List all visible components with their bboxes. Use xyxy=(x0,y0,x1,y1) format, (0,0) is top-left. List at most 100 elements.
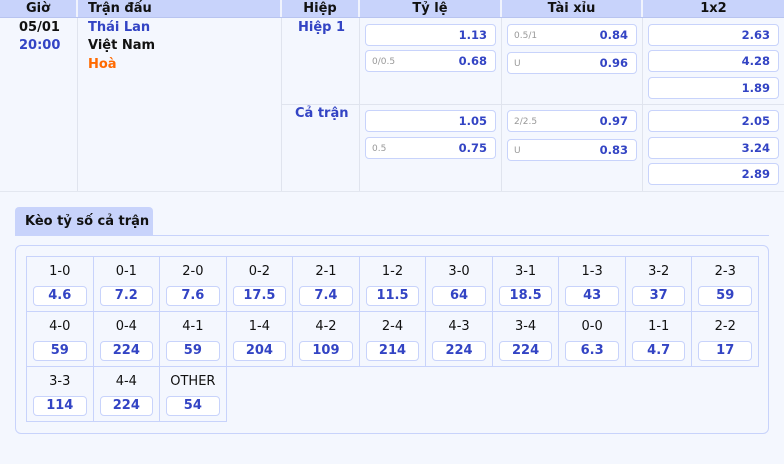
match-date: 05/01 xyxy=(19,20,60,35)
score-odds-button[interactable]: 37 xyxy=(631,286,686,306)
score-odds-button[interactable]: 54 xyxy=(166,396,220,416)
score-label: 0-4 xyxy=(115,319,137,334)
odds-line: 0.5/1 xyxy=(514,31,538,41)
score-cell: 4-1 59 xyxy=(159,311,227,367)
score-cell: 3-3 114 xyxy=(26,366,94,422)
score-odds-button[interactable]: 17 xyxy=(698,341,752,361)
score-odds-button[interactable]: 7.4 xyxy=(299,286,353,306)
odds-value: 1.13 xyxy=(458,28,487,42)
odds-value: 0.83 xyxy=(599,143,628,157)
score-odds-button[interactable]: 109 xyxy=(299,341,353,361)
handicap-odds-button[interactable]: 0/0.5 0.68 xyxy=(365,50,496,72)
odds-value: 0.75 xyxy=(458,141,487,155)
handicap-odds-button[interactable]: 0.5 0.75 xyxy=(365,137,496,159)
score-cell: 2-3 59 xyxy=(691,256,759,312)
overunder-odds-button[interactable]: 0.5/1 0.84 xyxy=(507,24,637,46)
score-cell: 4-3 224 xyxy=(425,311,493,367)
overunder-odds-button[interactable]: U 0.96 xyxy=(507,52,637,74)
col-time xyxy=(0,18,78,191)
away-team[interactable]: Việt Nam xyxy=(88,38,156,53)
odds-line: 0.5 xyxy=(372,144,387,154)
score-cell: 4-4 224 xyxy=(92,366,161,422)
score-odds-button[interactable]: 204 xyxy=(232,341,287,361)
overunder-odds-button[interactable]: U 0.83 xyxy=(507,139,637,161)
score-cell: 3-0 64 xyxy=(425,256,493,312)
score-odds-button[interactable]: 224 xyxy=(99,341,154,361)
score-odds-button[interactable]: 59 xyxy=(33,341,87,361)
score-cell: 2-0 7.6 xyxy=(159,256,227,312)
score-odds-button[interactable]: 59 xyxy=(166,341,220,361)
odds-value: 0.68 xyxy=(458,54,487,68)
overunder-odds-button[interactable]: 2/2.5 0.97 xyxy=(507,110,637,132)
1x2-odds-button[interactable]: 2.63 xyxy=(648,24,779,46)
tab-divider xyxy=(15,235,769,236)
handicap-odds-button[interactable]: 1.13 xyxy=(365,24,496,46)
header-handicap: Tỷ lệ xyxy=(360,0,502,17)
score-cell: 2-2 17 xyxy=(691,311,759,367)
score-cell: 1-1 4.7 xyxy=(624,311,693,367)
odds-line: 0/0.5 xyxy=(372,57,396,67)
score-odds-button[interactable]: 7.6 xyxy=(166,286,220,306)
score-label: 1-3 xyxy=(581,264,603,279)
score-label: 2-1 xyxy=(315,264,337,279)
header-1x2: 1x2 xyxy=(700,1,727,16)
1x2-odds-button[interactable]: 1.89 xyxy=(648,77,779,99)
score-label: 0-2 xyxy=(248,264,271,279)
score-label: 0-1 xyxy=(115,264,137,279)
score-odds-button[interactable]: 64 xyxy=(432,286,486,306)
score-cell: 4-2 109 xyxy=(292,311,360,367)
score-odds-button[interactable]: 114 xyxy=(33,396,87,416)
score-cell: 3-2 37 xyxy=(624,256,693,312)
score-cell: 1-4 204 xyxy=(225,311,294,367)
1x2-odds-button[interactable]: 3.24 xyxy=(648,137,779,159)
score-label: 4-0 xyxy=(49,319,71,334)
score-label: 1-0 xyxy=(49,264,71,279)
score-odds-button[interactable]: 43 xyxy=(565,286,619,306)
score-odds-button[interactable]: 224 xyxy=(432,341,486,361)
score-cell: 1-3 43 xyxy=(558,256,626,312)
odds-value: 0.97 xyxy=(599,114,628,128)
header-match: Trận đấu xyxy=(78,0,282,17)
1x2-odds-button[interactable]: 2.89 xyxy=(648,163,779,185)
score-odds-button[interactable]: 224 xyxy=(498,341,553,361)
score-label: 1-1 xyxy=(648,319,670,334)
score-odds-button[interactable]: 17.5 xyxy=(232,286,287,306)
odds-line: U xyxy=(514,146,521,156)
score-odds-button[interactable]: 7.2 xyxy=(99,286,154,306)
score-cell: 2-4 214 xyxy=(358,311,427,367)
draw-label: Hoà xyxy=(88,57,117,72)
odds-value: 0.96 xyxy=(599,56,628,70)
1x2-odds-button[interactable]: 4.28 xyxy=(648,50,779,72)
score-odds-button[interactable]: 4.6 xyxy=(33,286,87,306)
odds-value: 1.05 xyxy=(458,114,487,128)
score-label: 4-1 xyxy=(182,319,204,334)
score-label: 3-1 xyxy=(514,264,537,279)
score-cell: 2-1 7.4 xyxy=(292,256,360,312)
match-time: 20:00 xyxy=(19,38,61,53)
score-label: 3-3 xyxy=(49,374,71,389)
period-first-half: Hiệp 1 xyxy=(298,20,346,35)
odds-line: 2/2.5 xyxy=(514,117,538,127)
score-cell: 3-4 224 xyxy=(491,311,560,367)
odds-line: U xyxy=(514,59,521,69)
score-label: 4-3 xyxy=(448,319,470,334)
tab-correct-score[interactable]: Kèo tỷ số cả trận xyxy=(15,207,153,236)
score-odds-button[interactable]: 11.5 xyxy=(365,286,420,306)
handicap-odds-button[interactable]: 1.05 xyxy=(365,110,496,132)
home-team[interactable]: Thái Lan xyxy=(88,20,151,35)
row-divider xyxy=(282,104,784,105)
score-label: 2-4 xyxy=(381,319,404,334)
header-overunder: Tài xỉu xyxy=(502,0,643,17)
score-odds-button[interactable]: 4.7 xyxy=(631,341,686,361)
score-label: 2-2 xyxy=(714,319,736,334)
score-label: 2-3 xyxy=(714,264,736,279)
score-odds-button[interactable]: 224 xyxy=(99,396,154,416)
score-odds-button[interactable]: 18.5 xyxy=(498,286,553,306)
score-odds-button[interactable]: 6.3 xyxy=(565,341,619,361)
score-odds-button[interactable]: 214 xyxy=(365,341,420,361)
period-full-match: Cả trận xyxy=(295,106,349,121)
1x2-odds-button[interactable]: 2.05 xyxy=(648,110,779,132)
score-label: 0-0 xyxy=(581,319,603,334)
score-cell: 0-0 6.3 xyxy=(558,311,626,367)
score-odds-button[interactable]: 59 xyxy=(698,286,752,306)
